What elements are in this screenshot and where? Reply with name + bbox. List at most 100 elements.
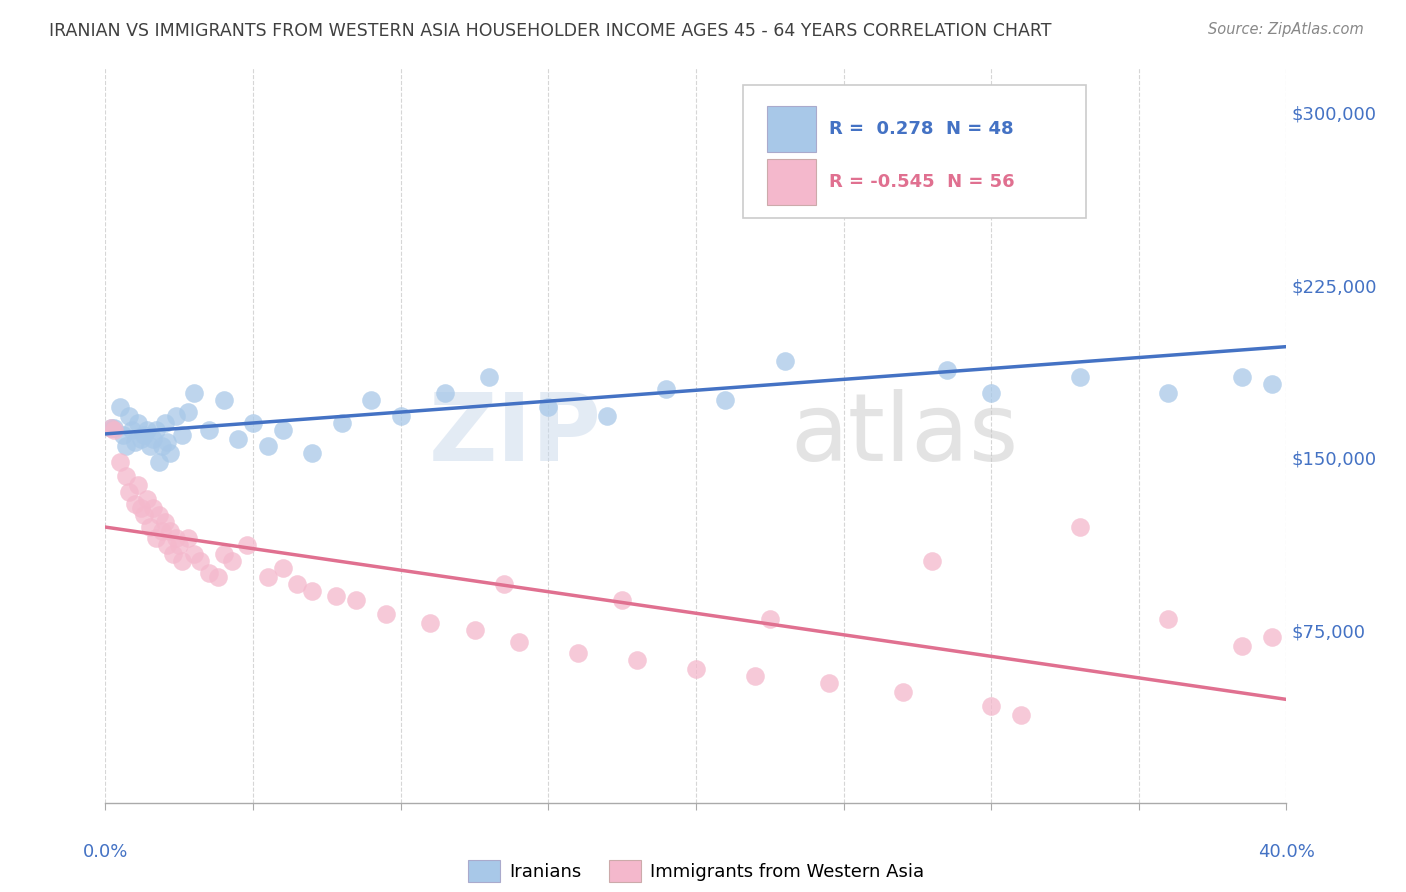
Point [655, 382, 678, 396]
Text: IRANIAN VS IMMIGRANTS FROM WESTERN ASIA HOUSEHOLDER INCOME AGES 45 - 64 YEARS CO: IRANIAN VS IMMIGRANTS FROM WESTERN ASIA … [49, 22, 1052, 40]
Point [135, 423, 157, 437]
Point [1069, 520, 1091, 534]
Point [287, 577, 309, 591]
Point [773, 354, 796, 368]
Point [110, 455, 132, 469]
Point [127, 478, 149, 492]
Point [132, 508, 155, 523]
Point [818, 676, 841, 690]
Point [257, 570, 280, 584]
Point [980, 699, 1002, 714]
Point [145, 532, 167, 546]
Point [891, 685, 914, 699]
Point [156, 434, 179, 449]
Point [153, 515, 176, 529]
Point [132, 427, 155, 442]
Point [478, 370, 501, 384]
Point [110, 401, 132, 415]
Point [236, 538, 259, 552]
Point [492, 577, 515, 591]
Legend: Iranians, Immigrants from Western Asia: Iranians, Immigrants from Western Asia [461, 853, 931, 889]
Point [980, 386, 1002, 401]
Point [165, 532, 187, 546]
Point [207, 570, 229, 584]
Point [744, 669, 766, 683]
Point [1261, 630, 1284, 644]
Point [921, 554, 943, 568]
Point [212, 548, 235, 562]
Point [228, 433, 250, 447]
Point [346, 593, 368, 607]
Point [138, 439, 162, 453]
Text: R = -0.545  N = 56: R = -0.545 N = 56 [830, 173, 1015, 191]
Point [172, 427, 194, 442]
Point [389, 409, 412, 424]
Point [177, 532, 200, 546]
Point [100, 421, 122, 435]
Point [103, 421, 125, 435]
Point [129, 433, 152, 447]
Point [142, 501, 165, 516]
Point [121, 423, 143, 437]
Bar [766, 159, 817, 204]
Point [162, 548, 184, 562]
Point [169, 538, 191, 552]
Point [1232, 640, 1254, 654]
Point [330, 417, 353, 431]
Point [612, 593, 634, 607]
Point [118, 409, 141, 424]
Text: R =  0.278  N = 48: R = 0.278 N = 48 [830, 120, 1014, 137]
Point [301, 446, 323, 460]
Text: ZIP: ZIP [429, 389, 602, 481]
Point [508, 635, 530, 649]
Text: atlas: atlas [790, 389, 1019, 481]
Point [242, 417, 264, 431]
Point [212, 393, 235, 408]
Point [1010, 708, 1032, 723]
Point [135, 492, 157, 507]
Point [124, 434, 146, 449]
Point [156, 538, 179, 552]
Bar [766, 106, 817, 152]
Point [115, 439, 138, 453]
Point [1157, 612, 1180, 626]
Point [138, 520, 162, 534]
Point [172, 554, 194, 568]
Point [537, 401, 560, 415]
Point [1261, 377, 1284, 392]
Point [433, 386, 456, 401]
Point [177, 405, 200, 419]
Point [271, 423, 294, 437]
Point [159, 524, 181, 539]
Point [862, 175, 884, 189]
Point [100, 421, 122, 435]
Text: Source: ZipAtlas.com: Source: ZipAtlas.com [1208, 22, 1364, 37]
Point [188, 554, 211, 568]
Point [936, 363, 959, 377]
Point [714, 393, 737, 408]
Point [148, 508, 170, 523]
Point [183, 386, 205, 401]
Point [221, 554, 243, 568]
Point [419, 616, 441, 631]
Point [1232, 370, 1254, 384]
Point [1157, 386, 1180, 401]
Point [145, 423, 167, 437]
Point [183, 548, 205, 562]
Point [165, 409, 187, 424]
Point [150, 524, 173, 539]
Point [112, 427, 135, 442]
Point [1069, 370, 1091, 384]
Point [153, 417, 176, 431]
Point [626, 653, 648, 667]
Point [127, 417, 149, 431]
Text: 40.0%: 40.0% [1258, 843, 1315, 861]
Text: 0.0%: 0.0% [83, 843, 128, 861]
Point [197, 423, 219, 437]
Point [150, 439, 173, 453]
Point [325, 589, 347, 603]
Point [115, 469, 138, 483]
Point [685, 662, 707, 676]
Point [197, 566, 219, 580]
Point [360, 393, 382, 408]
